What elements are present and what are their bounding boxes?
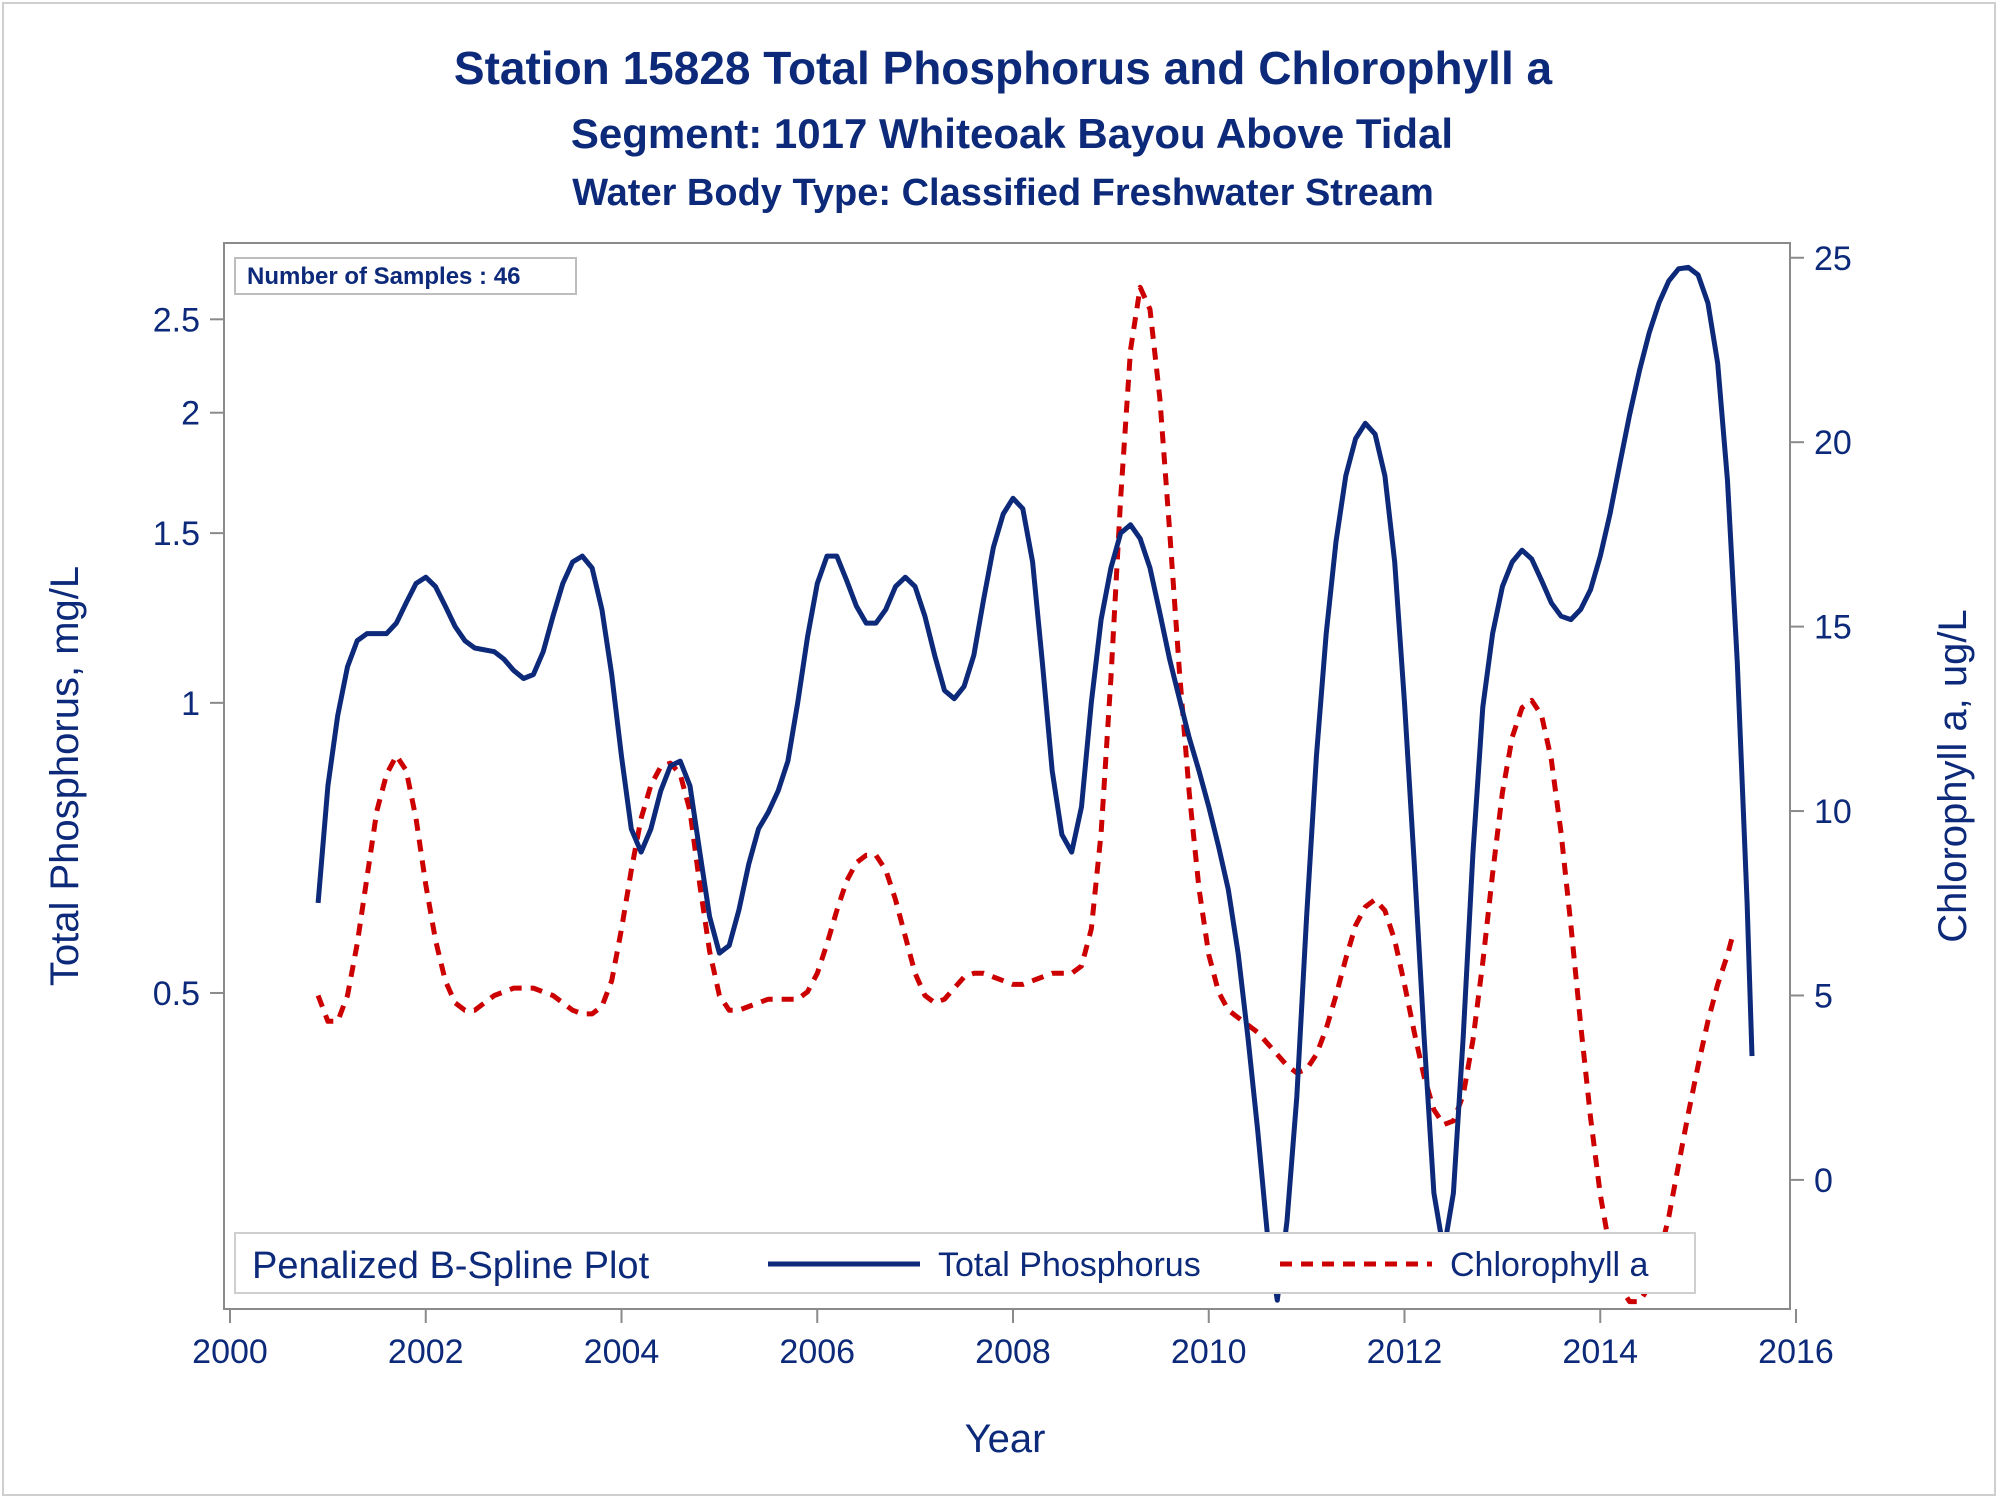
x-tick-label: 2010 [1171, 1333, 1247, 1371]
y-axis-left: 0.5 1 1.5 2 2.5 [153, 301, 224, 1013]
x-tick-label: 2016 [1758, 1333, 1834, 1371]
x-tick-label: 2014 [1562, 1333, 1638, 1371]
x-tick-label: 2006 [779, 1333, 855, 1371]
y-left-tick-label: 1.5 [153, 515, 200, 553]
y-right-tick-label: 15 [1814, 609, 1852, 647]
x-tick-label: 2008 [975, 1333, 1051, 1371]
x-tick-label: 2002 [388, 1333, 464, 1371]
legend-box [234, 1232, 1696, 1294]
legend-label-chlorophyll-a: Chlorophyll a [1450, 1246, 1649, 1284]
series-line-total-phosphorus [315, 264, 1755, 1303]
x-axis: 2000 2002 2004 2006 2008 2010 2012 2014 2016 [192, 1309, 1834, 1371]
y-left-tick-label: 0.5 [153, 975, 200, 1013]
legend-entries: Total Phosphorus Chlorophyll a [768, 1246, 1649, 1284]
y-axis-right: 0 5 10 15 20 25 [1790, 240, 1852, 1200]
y-left-tick-label: 1 [181, 685, 200, 723]
series-line-chlorophyll-a [315, 284, 1735, 1305]
legend-label-total-phosphorus: Total Phosphorus [938, 1246, 1201, 1284]
x-tick-label: 2004 [584, 1333, 660, 1371]
sample-count-box [234, 257, 577, 295]
legend-title: Penalized B-Spline Plot [252, 1245, 650, 1287]
y-right-tick-label: 5 [1814, 977, 1833, 1015]
y-axis-right-label: Chlorophyll a, ug/L [1931, 609, 1975, 943]
y-right-tick-label: 25 [1814, 240, 1852, 278]
y-right-tick-label: 20 [1814, 424, 1852, 462]
y-axis-left-label: Total Phosphorus, mg/L [43, 566, 87, 986]
x-tick-label: 2012 [1367, 1333, 1443, 1371]
x-axis-label: Year [965, 1417, 1046, 1461]
y-left-tick-label: 2.5 [153, 301, 200, 339]
sample-count-label: Number of Samples : 46 [247, 263, 520, 290]
y-right-tick-label: 10 [1814, 793, 1852, 831]
chart-title: Station 15828 Total Phosphorus and Chlor… [454, 42, 1553, 94]
plot-area [223, 242, 1791, 1310]
y-left-tick-label: 2 [181, 395, 200, 433]
chart-subtitle: Segment: 1017 Whiteoak Bayou Above Tidal [571, 110, 1453, 157]
x-tick-label: 2000 [192, 1333, 268, 1371]
series-group [315, 264, 1755, 1305]
y-right-tick-label: 0 [1814, 1162, 1833, 1200]
chart-subtitle-2: Water Body Type: Classified Freshwater S… [572, 172, 1434, 214]
